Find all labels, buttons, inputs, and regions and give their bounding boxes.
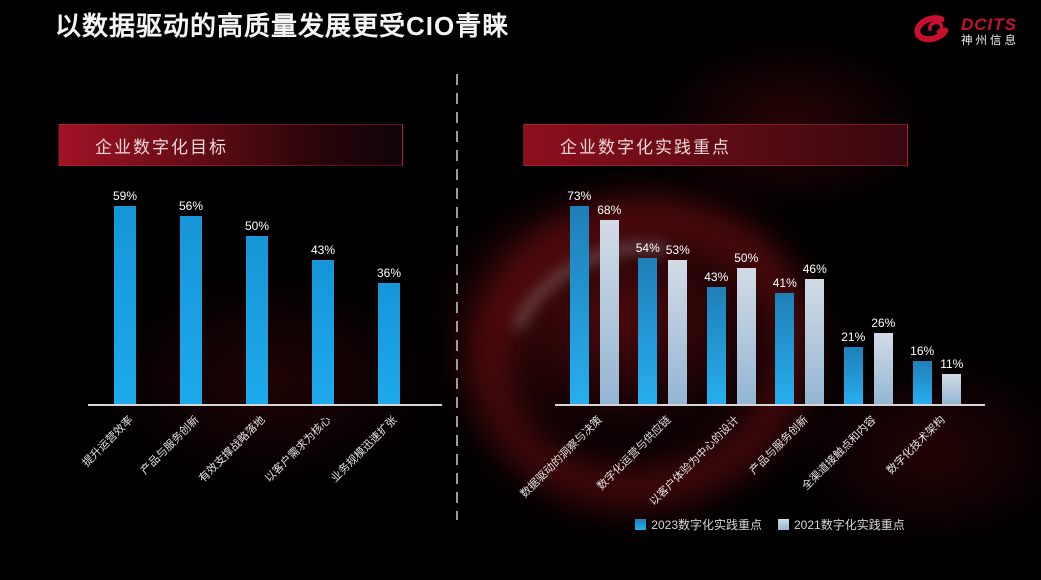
chart-legend: 2023数字化实践重点 2021数字化实践重点 [555,516,985,533]
bar-value-label: 41% [772,276,797,290]
legend-label-2023: 2023数字化实践重点 [651,518,762,532]
legend-swatch-2021 [778,519,789,530]
bar-value-label: 53% [665,243,690,257]
practices-chart-plot-area: 73% 68% 数据驱动的洞察与决策 54% 53% 数字化运营与供应链 43% 50% 以客户… [519,188,985,508]
bar-value-label: 68% [597,203,622,217]
bar [246,236,268,404]
bar-group: 36% 业务规模迅速扩张 [329,188,422,485]
logo-text: DCITS 神州信息 [961,15,1019,48]
bar-value-label: 56% [178,199,204,213]
bar [569,206,589,404]
bar-value-label: 50% [244,219,270,233]
bar [843,347,863,404]
chart-header-goals: 企业数字化目标 [58,124,403,166]
bar [942,374,962,404]
chart-header-practices: 企业数字化实践重点 [523,124,908,166]
bar-group: 50% 有效支撑战略落地 [197,188,290,485]
bar-group: 73% 68% 数据驱动的洞察与决策 [519,188,629,500]
bar-value-label: 50% [734,251,759,265]
chart-header-practices-label: 企业数字化实践重点 [560,137,731,157]
goals-bar-chart: 59% 提升运营效率 56% 产品与服务创新 50% 有效支撑战略落地 43% 以客户需求为核… [80,188,442,485]
bar-value-label: 59% [112,189,138,203]
bar-group: 56% 产品与服务创新 [139,188,224,477]
bar [873,333,893,404]
bar-value-label: 11% [940,357,964,371]
bar-group: 21% 26% 全渠道接触点和内容 [800,188,903,493]
legend-label-2021: 2021数字化实践重点 [794,518,905,532]
bar [706,287,726,404]
bar [775,293,795,404]
bar-group: 41% 46% 产品与服务创新 [747,188,835,477]
bar [180,216,202,404]
bar-value-label: 73% [567,189,592,203]
bar-value-label: 36% [376,266,402,280]
page-title: 以数据驱动的高质量发展更受CIO青睐 [55,11,510,41]
bar [312,260,334,404]
legend-swatch-2023 [635,519,647,530]
bar-value-label: 54% [635,241,660,255]
bar-group: 16% 11% 数字化技术架构 [884,188,972,477]
chart-header-goals-label: 企业数字化目标 [95,137,228,157]
bar-value-label: 43% [310,243,336,257]
bar-value-label: 43% [704,270,729,284]
logo-company-name: 神州信息 [961,34,1019,47]
bar [638,258,658,404]
bar-group: 43% 50% 以客户体验为中心的设计 [648,188,766,508]
practices-bar-chart: 73% 68% 数据驱动的洞察与决策 54% 53% 数字化运营与供应链 43% 50% 以客户… [519,188,985,508]
bar-value-label: 26% [871,316,896,330]
bar-value-label: 16% [910,344,935,358]
bar [668,260,688,404]
logo-brand-name: DCITS [961,15,1017,35]
goals-chart-plot-area: 59% 提升运营效率 56% 产品与服务创新 50% 有效支撑战略落地 43% 以客户需求为核… [80,188,442,485]
bar [378,283,400,404]
legend-item-2021: 2021数字化实践重点 [778,516,905,533]
bar [114,206,136,404]
bar-group: 54% 53% 数字化运营与供应链 [595,188,698,493]
bar [599,220,619,404]
swirl-logo-icon [908,12,954,51]
bar [736,268,756,404]
bar-value-label: 21% [841,330,866,344]
bar-group: 59% 提升运营效率 [80,188,158,469]
bar-value-label: 46% [802,262,827,276]
vertical-dashed-divider [456,74,458,520]
legend-item-2023: 2023数字化实践重点 [635,516,762,533]
company-logo: DCITS 神州信息 [908,12,1019,51]
bar [912,361,932,404]
bar [805,279,825,404]
bar-group: 43% 以客户需求为核心 [263,188,356,485]
